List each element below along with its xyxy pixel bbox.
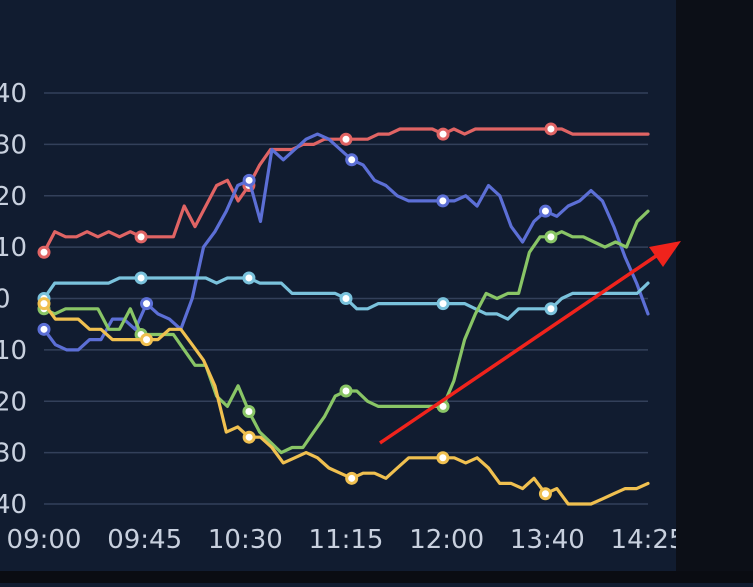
series-2-point <box>242 173 256 187</box>
series-2-point <box>345 153 359 167</box>
y-axis-ticks: 40 30 20 10 0 10 20 30 40 <box>0 79 27 520</box>
series-4-point <box>339 384 353 398</box>
y-tick-label: 40 <box>0 490 27 520</box>
x-tick-label: 10:30 <box>208 525 283 555</box>
x-tick-label: 09:45 <box>107 525 182 555</box>
x-tick-label: 09:00 <box>7 525 82 555</box>
annotation-arrow-head <box>649 241 681 267</box>
x-tick-label: 14:25 <box>611 525 686 555</box>
series-2-point <box>436 194 450 208</box>
series-4-point <box>544 230 558 244</box>
series-5-point <box>37 297 51 311</box>
annotation-arrow-shaft <box>379 254 657 445</box>
x-axis-ticks: 09:00 09:45 10:30 11:15 12:00 13:40 14:25 <box>7 525 686 555</box>
x-tick-label: 12:00 <box>409 525 484 555</box>
series-1-point <box>436 127 450 141</box>
right-dark-panel <box>676 0 753 583</box>
series-lines <box>37 122 650 506</box>
series-5-point <box>140 333 154 347</box>
series-1-point <box>134 230 148 244</box>
series-5-point <box>436 451 450 465</box>
y-tick-label: 0 <box>0 285 11 315</box>
series-3-point <box>242 271 256 285</box>
y-tick-label: 30 <box>0 439 27 469</box>
series-1-point <box>339 132 353 146</box>
y-tick-label: 30 <box>0 130 27 160</box>
y-tick-label: 40 <box>0 79 27 109</box>
series-2-point <box>37 322 51 336</box>
series-1-point <box>544 122 558 136</box>
series-4-point <box>242 405 256 419</box>
y-tick-label: 10 <box>0 233 27 263</box>
series-3-point <box>134 271 148 285</box>
series-2-point <box>538 204 552 218</box>
series-3-point <box>339 292 353 305</box>
series-5-point <box>345 471 359 485</box>
series-2-point <box>140 297 154 311</box>
y-tick-label: 20 <box>0 387 27 417</box>
y-tick-label: 20 <box>0 182 27 212</box>
series-3-point <box>436 297 450 311</box>
x-tick-label: 13:40 <box>510 525 585 555</box>
x-tick-label: 11:15 <box>309 525 384 555</box>
y-tick-label: 10 <box>0 336 27 366</box>
series-5-point <box>538 487 552 501</box>
bottom-dark-strip <box>0 571 753 583</box>
series-5-point <box>242 430 256 444</box>
series-3-point <box>544 302 558 316</box>
series-1-point <box>37 245 51 259</box>
